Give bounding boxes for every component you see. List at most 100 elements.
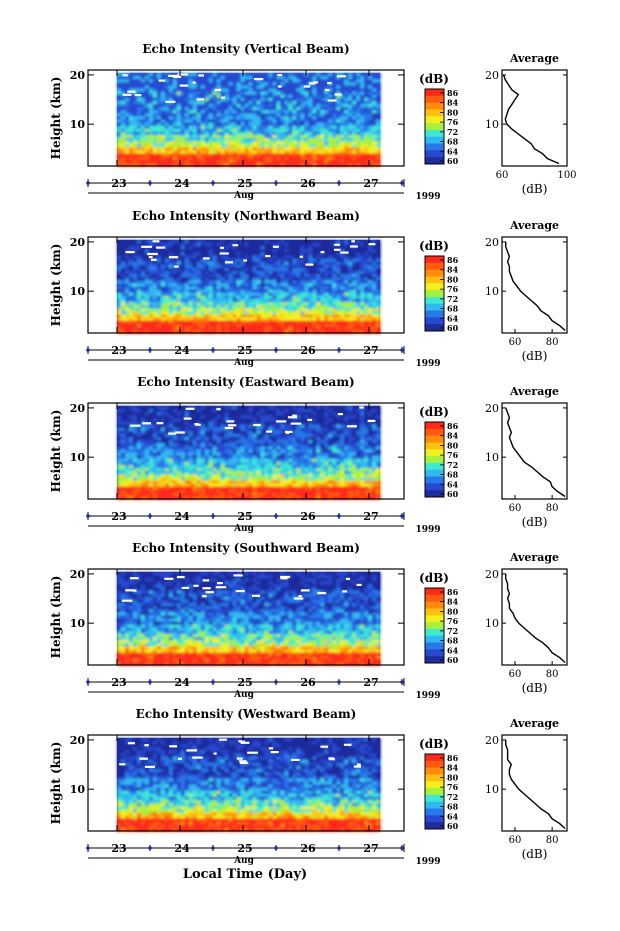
colorbar-segment <box>425 442 444 450</box>
profile-line <box>505 739 566 830</box>
y-tick-label: 20 <box>70 236 86 249</box>
colorbar-segment <box>425 283 444 291</box>
colorbar-segment <box>425 615 444 623</box>
colorbar-segment <box>425 290 444 298</box>
heatmap-texture <box>117 406 381 500</box>
colorbar-tick-label: 86 <box>447 421 459 431</box>
colorbar-tick-label: 84 <box>447 98 459 108</box>
day-marker <box>274 846 278 850</box>
y-axis-label: Height (km) <box>49 742 63 825</box>
colorbar-tick-label: 76 <box>447 284 459 294</box>
profile-line <box>502 74 560 165</box>
heatmap-texture <box>117 240 381 334</box>
day-marker <box>86 348 90 352</box>
colorbar-segment <box>425 95 444 104</box>
day-tick-label: 23 <box>111 344 126 357</box>
y-tick-label: 20 <box>70 568 86 581</box>
month-label: Aug <box>233 358 255 368</box>
year-label: 1999 <box>415 359 440 369</box>
day-tick-label: 24 <box>174 510 190 523</box>
colorbar-segment <box>425 136 444 145</box>
profile-xlabel: (dB) <box>522 847 548 861</box>
colorbar-segment <box>425 109 444 117</box>
colorbar-segment <box>425 303 444 312</box>
day-tick-label: 26 <box>300 676 316 689</box>
heatmap-texture <box>117 738 381 832</box>
colorbar-tick-label: 86 <box>447 88 459 98</box>
y-axis-label: Height (km) <box>49 410 63 493</box>
colorbar-segment <box>425 129 444 138</box>
colorbar-tick-label: 60 <box>447 323 459 333</box>
day-marker <box>148 181 152 185</box>
day-tick-label: 24 <box>174 344 190 357</box>
colorbar-segment <box>425 116 444 124</box>
plot-frame <box>87 568 405 666</box>
day-tick-label: 23 <box>111 842 126 855</box>
heatmap-texture <box>117 572 381 666</box>
day-tick-label: 25 <box>237 177 252 190</box>
colorbar-segment <box>425 469 444 478</box>
heatmap-image <box>117 572 381 666</box>
day-tick-label: 26 <box>300 510 316 523</box>
day-marker <box>274 680 278 684</box>
colorbar-segment <box>425 774 444 782</box>
profile-x-tick-label: 60 <box>509 835 522 846</box>
day-tick-label: 25 <box>237 842 252 855</box>
profile-x-tick-label: 60 <box>509 337 522 348</box>
colorbar-tick-label: 64 <box>447 645 459 655</box>
profile-y-tick-label: 10 <box>485 118 499 131</box>
day-marker <box>400 680 404 684</box>
profile-title: Average <box>509 219 559 232</box>
day-marker <box>86 846 90 850</box>
day-tick-label: 23 <box>111 510 126 523</box>
colorbar-segment <box>425 808 444 816</box>
year-label: 1999 <box>415 525 440 535</box>
colorbar-segment <box>425 822 444 830</box>
colorbar-segment <box>425 601 444 609</box>
colorbar-tick-label: 64 <box>447 811 459 821</box>
day-marker <box>148 680 152 684</box>
y-axis-label: Height (km) <box>49 77 63 160</box>
profile-line <box>505 241 566 332</box>
colorbar-segment <box>425 649 444 657</box>
colorbar-tick-label: 72 <box>447 460 458 470</box>
day-tick-label: 24 <box>174 842 190 855</box>
day-marker <box>274 181 278 185</box>
colorbar-frame <box>424 587 445 664</box>
plot-frame <box>87 402 405 500</box>
day-tick-label: 27 <box>363 510 378 523</box>
colorbar-segment <box>425 449 444 457</box>
colorbar-segment <box>425 483 444 491</box>
colorbar-tick-label: 84 <box>447 265 459 275</box>
colorbar-segment <box>425 157 444 165</box>
day-marker <box>337 348 341 352</box>
day-marker <box>86 181 90 185</box>
profile-x-tick-label: 80 <box>546 669 559 680</box>
colorbar-segment <box>425 310 444 318</box>
heatmap-image <box>117 738 381 832</box>
colorbar-segment <box>425 422 444 430</box>
y-tick-label: 20 <box>70 734 86 747</box>
day-marker <box>337 680 341 684</box>
y-axis-label: Height (km) <box>49 244 63 327</box>
plot-frame <box>87 236 405 334</box>
colorbar-tick-label: 84 <box>447 431 459 441</box>
colorbar-segment <box>425 324 444 332</box>
colorbar-segment <box>425 102 444 110</box>
panel-title: Echo Intensity (Southward Beam) <box>132 541 360 555</box>
colorbar-segment <box>425 608 444 616</box>
day-marker <box>86 680 90 684</box>
colorbar-segment <box>425 767 444 775</box>
y-tick-label: 10 <box>70 783 86 796</box>
colorbar-tick-label: 86 <box>447 753 459 763</box>
colorbar-frame <box>424 255 445 332</box>
day-tick-label: 25 <box>237 676 252 689</box>
day-tick-label: 26 <box>300 842 316 855</box>
panels-group: Echo Intensity (Vertical Beam) Height (km… <box>49 42 577 867</box>
colorbar-unit: (dB) <box>419 571 449 585</box>
colorbar-segment <box>425 296 444 305</box>
colorbar-segment <box>425 801 444 810</box>
colorbar-tick-label: 60 <box>447 489 459 499</box>
colorbar-segment <box>425 150 444 158</box>
